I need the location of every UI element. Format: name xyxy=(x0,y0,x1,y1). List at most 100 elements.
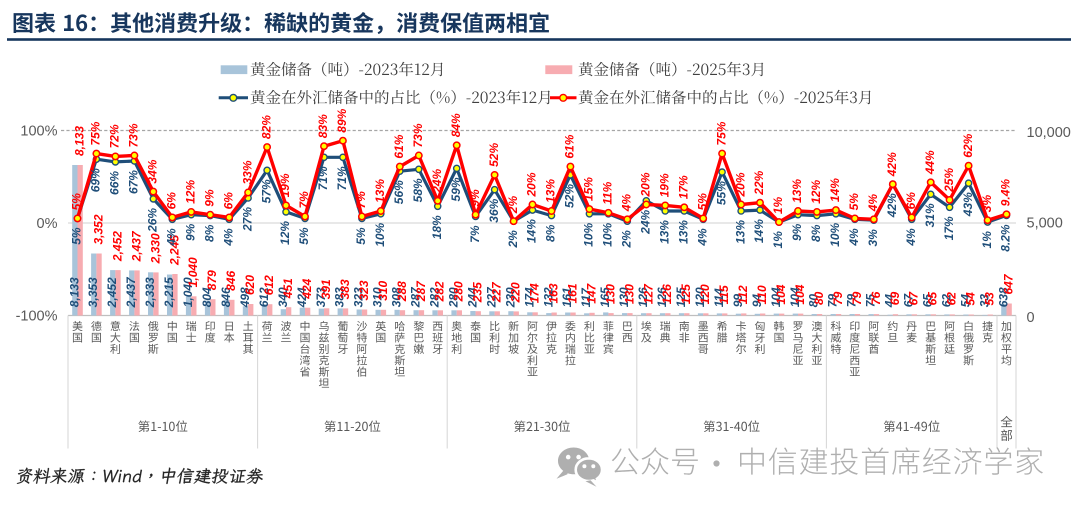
svg-text:62%: 62% xyxy=(961,133,975,157)
svg-text:79: 79 xyxy=(850,291,864,305)
svg-text:5%: 5% xyxy=(70,227,84,245)
svg-text:2%: 2% xyxy=(506,230,520,249)
svg-text:82%: 82% xyxy=(259,115,273,139)
svg-text:5%: 5% xyxy=(354,227,368,245)
svg-text:2,452: 2,452 xyxy=(105,277,119,308)
svg-text:9%: 9% xyxy=(790,223,804,241)
svg-text:8%: 8% xyxy=(202,224,216,242)
svg-text:104: 104 xyxy=(769,287,783,307)
svg-text:25%: 25% xyxy=(942,168,956,193)
svg-text:3%: 3% xyxy=(866,229,880,247)
svg-text:165: 165 xyxy=(598,287,612,307)
svg-text:65: 65 xyxy=(926,292,940,306)
svg-text:33%: 33% xyxy=(240,160,254,184)
svg-text:22%: 22% xyxy=(752,170,766,195)
svg-text:280: 280 xyxy=(447,287,461,308)
svg-text:5,000: 5,000 xyxy=(1027,216,1063,232)
svg-text:26%: 26% xyxy=(146,208,160,233)
svg-text:58%: 58% xyxy=(411,178,425,202)
svg-text:2%: 2% xyxy=(620,230,634,249)
svg-text:2,333: 2,333 xyxy=(143,277,157,308)
svg-text:2,215: 2,215 xyxy=(162,277,176,308)
svg-text:117: 117 xyxy=(579,287,593,307)
svg-text:620: 620 xyxy=(243,275,257,295)
svg-text:75%: 75% xyxy=(89,121,103,145)
svg-text:75%: 75% xyxy=(714,121,728,145)
svg-text:0: 0 xyxy=(1027,310,1035,326)
svg-text:14%: 14% xyxy=(525,219,539,243)
svg-text:8%: 8% xyxy=(544,224,558,242)
svg-text:54: 54 xyxy=(958,294,972,308)
svg-text:4%: 4% xyxy=(620,194,634,213)
svg-text:130: 130 xyxy=(622,284,636,304)
svg-text:2,437: 2,437 xyxy=(124,276,138,308)
svg-text:161: 161 xyxy=(565,283,579,303)
svg-text:4%: 4% xyxy=(866,194,880,213)
svg-text:10%: 10% xyxy=(582,222,596,246)
svg-text:287: 287 xyxy=(414,280,428,302)
svg-text:10,000: 10,000 xyxy=(1027,125,1071,141)
svg-text:3,353: 3,353 xyxy=(86,277,100,307)
svg-text:59%: 59% xyxy=(449,177,463,201)
svg-text:66%: 66% xyxy=(108,171,122,195)
svg-text:846: 846 xyxy=(219,287,233,307)
svg-text:5%: 5% xyxy=(70,193,84,211)
svg-text:19%: 19% xyxy=(278,173,292,197)
svg-text:323: 323 xyxy=(352,287,366,307)
svg-text:62: 62 xyxy=(945,292,959,306)
svg-text:7%: 7% xyxy=(297,191,311,209)
svg-text:220: 220 xyxy=(509,282,523,303)
svg-text:126: 126 xyxy=(660,284,674,304)
svg-text:4%: 4% xyxy=(847,228,861,247)
svg-text:20%: 20% xyxy=(639,172,653,197)
svg-text:79: 79 xyxy=(845,294,859,308)
svg-text:89%: 89% xyxy=(335,108,349,132)
svg-text:10%: 10% xyxy=(828,222,842,246)
svg-text:69: 69 xyxy=(888,292,902,306)
svg-text:288: 288 xyxy=(395,281,409,302)
svg-text:-100%: -100% xyxy=(16,309,58,325)
svg-text:4%: 4% xyxy=(221,228,235,247)
svg-text:424: 424 xyxy=(300,278,314,299)
svg-text:498: 498 xyxy=(238,287,252,308)
svg-text:2,330: 2,330 xyxy=(148,233,162,264)
svg-text:3%: 3% xyxy=(980,195,994,213)
svg-text:13%: 13% xyxy=(790,179,804,203)
svg-text:5%: 5% xyxy=(695,193,709,211)
svg-text:94: 94 xyxy=(750,294,764,308)
svg-text:17%: 17% xyxy=(676,175,690,199)
svg-text:8,133: 8,133 xyxy=(67,277,81,307)
svg-text:1%: 1% xyxy=(980,231,994,249)
svg-text:383: 383 xyxy=(333,287,347,307)
svg-text:120: 120 xyxy=(693,287,707,307)
svg-text:424: 424 xyxy=(295,287,309,308)
svg-text:7%: 7% xyxy=(468,225,482,243)
svg-text:310: 310 xyxy=(371,287,385,307)
svg-text:127: 127 xyxy=(641,283,655,304)
svg-text:10%: 10% xyxy=(601,222,615,246)
svg-text:280: 280 xyxy=(452,281,466,302)
svg-text:114: 114 xyxy=(712,288,726,307)
svg-text:323: 323 xyxy=(357,280,371,300)
svg-text:0%: 0% xyxy=(37,216,58,232)
svg-text:612: 612 xyxy=(257,287,271,307)
svg-text:44: 44 xyxy=(883,294,897,309)
svg-text:8,133: 8,133 xyxy=(73,126,87,156)
svg-text:71%: 71% xyxy=(335,166,349,190)
svg-text:9%: 9% xyxy=(183,223,197,241)
svg-text:130: 130 xyxy=(617,287,631,307)
svg-text:125: 125 xyxy=(679,284,693,304)
svg-text:804: 804 xyxy=(200,287,214,307)
svg-text:647: 647 xyxy=(1002,273,1016,294)
svg-text:9.4%: 9.4% xyxy=(999,179,1013,207)
svg-text:612: 612 xyxy=(262,275,276,295)
svg-text:42%: 42% xyxy=(885,152,899,177)
svg-text:7%: 7% xyxy=(354,191,368,209)
svg-text:244: 244 xyxy=(465,287,479,308)
svg-text:310: 310 xyxy=(376,280,390,300)
svg-text:53: 53 xyxy=(983,292,997,306)
svg-text:61%: 61% xyxy=(392,134,406,158)
svg-text:6%: 6% xyxy=(165,192,179,210)
svg-text:163: 163 xyxy=(547,283,561,303)
svg-text:126: 126 xyxy=(655,287,669,307)
